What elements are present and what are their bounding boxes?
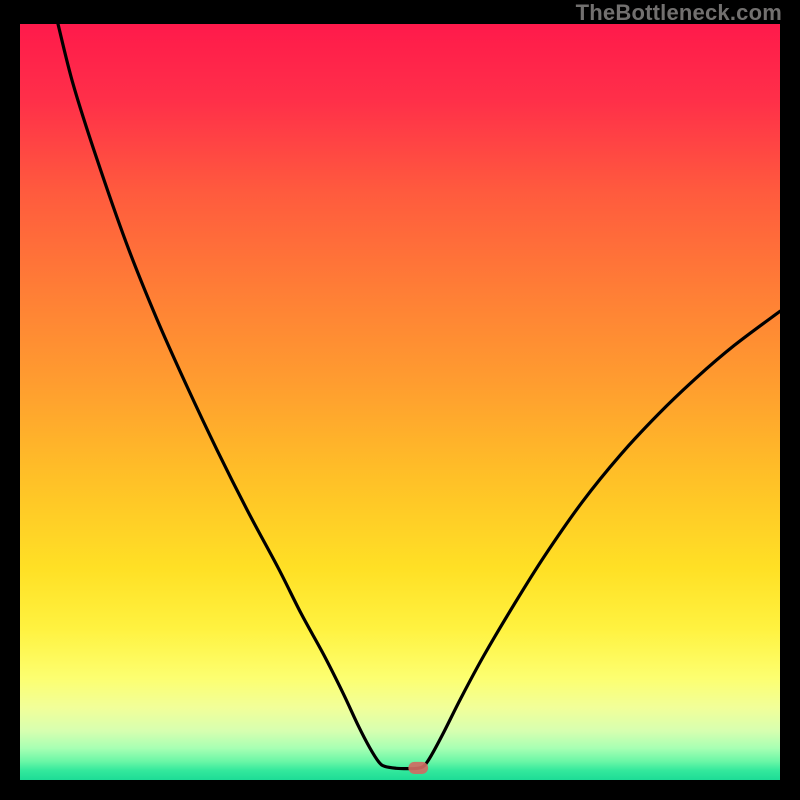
watermark-text: TheBottleneck.com — [576, 0, 782, 26]
bottleneck-chart — [20, 24, 780, 780]
optimum-marker — [408, 762, 428, 774]
gradient-background — [20, 24, 780, 780]
chart-frame: TheBottleneck.com — [0, 0, 800, 800]
